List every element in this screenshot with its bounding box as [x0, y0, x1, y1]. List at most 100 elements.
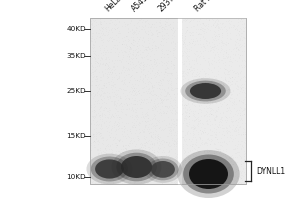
Point: [127, 97, 131, 100]
Point: [128, 75, 133, 78]
Point: [90, 65, 95, 68]
Point: [186, 156, 190, 159]
Point: [154, 46, 159, 49]
Point: [179, 24, 184, 27]
Point: [214, 175, 218, 178]
Point: [168, 60, 173, 63]
Point: [158, 167, 163, 170]
Point: [126, 163, 130, 167]
Point: [121, 178, 125, 181]
Point: [186, 48, 191, 51]
Point: [229, 120, 234, 123]
Point: [155, 138, 160, 142]
Point: [161, 75, 166, 78]
Point: [90, 174, 95, 177]
Point: [202, 142, 207, 146]
Point: [124, 175, 128, 178]
Point: [98, 17, 103, 20]
Point: [243, 172, 248, 175]
Point: [110, 142, 114, 146]
Point: [89, 68, 94, 71]
Point: [224, 104, 228, 107]
Point: [143, 121, 148, 124]
Point: [208, 129, 213, 132]
Point: [188, 131, 193, 134]
Point: [146, 101, 151, 104]
Point: [127, 45, 132, 48]
Point: [107, 169, 112, 172]
Point: [103, 61, 108, 65]
Point: [156, 126, 161, 129]
Point: [234, 49, 239, 52]
Point: [175, 127, 180, 131]
Point: [166, 17, 171, 21]
Point: [242, 82, 246, 85]
Point: [104, 21, 109, 24]
Point: [216, 148, 221, 151]
Point: [188, 151, 193, 154]
Point: [241, 29, 246, 32]
Point: [242, 108, 247, 111]
Point: [213, 119, 218, 122]
Point: [99, 97, 104, 101]
Point: [134, 91, 139, 94]
Point: [98, 93, 103, 96]
Point: [192, 180, 197, 183]
Point: [203, 157, 208, 160]
Point: [136, 90, 141, 93]
Point: [152, 59, 157, 62]
Point: [159, 48, 164, 51]
Point: [138, 180, 143, 183]
Point: [217, 25, 222, 29]
Point: [185, 86, 190, 89]
Point: [109, 51, 113, 54]
Point: [236, 18, 240, 21]
Point: [206, 25, 211, 28]
Point: [171, 180, 176, 183]
Point: [129, 115, 134, 118]
Point: [206, 88, 211, 92]
Point: [220, 179, 225, 182]
Point: [189, 125, 194, 129]
Point: [184, 124, 188, 127]
Point: [207, 56, 212, 59]
Point: [184, 116, 189, 119]
Point: [167, 150, 172, 153]
Point: [97, 174, 102, 177]
Point: [114, 175, 119, 178]
Point: [185, 130, 190, 134]
Point: [223, 170, 228, 174]
Point: [215, 58, 220, 62]
Point: [201, 54, 206, 57]
Point: [192, 172, 197, 175]
Point: [218, 126, 223, 129]
Point: [95, 138, 100, 141]
Point: [209, 133, 214, 136]
Point: [89, 40, 94, 43]
Point: [199, 162, 204, 166]
Point: [181, 40, 186, 43]
Point: [184, 117, 189, 120]
Point: [101, 108, 106, 111]
Point: [238, 78, 243, 82]
Point: [235, 117, 240, 120]
Point: [113, 155, 118, 158]
Point: [161, 140, 166, 143]
Point: [152, 149, 156, 152]
Point: [153, 135, 158, 138]
Point: [214, 160, 219, 163]
Point: [204, 106, 209, 109]
Point: [137, 67, 142, 70]
Point: [163, 68, 167, 71]
Point: [211, 23, 216, 27]
Point: [190, 102, 195, 105]
Point: [176, 124, 181, 127]
Point: [184, 73, 188, 76]
Point: [163, 22, 167, 25]
Point: [210, 79, 214, 82]
Point: [232, 113, 237, 116]
Point: [104, 101, 109, 104]
Point: [102, 146, 107, 149]
Point: [153, 126, 158, 129]
Point: [104, 25, 109, 28]
